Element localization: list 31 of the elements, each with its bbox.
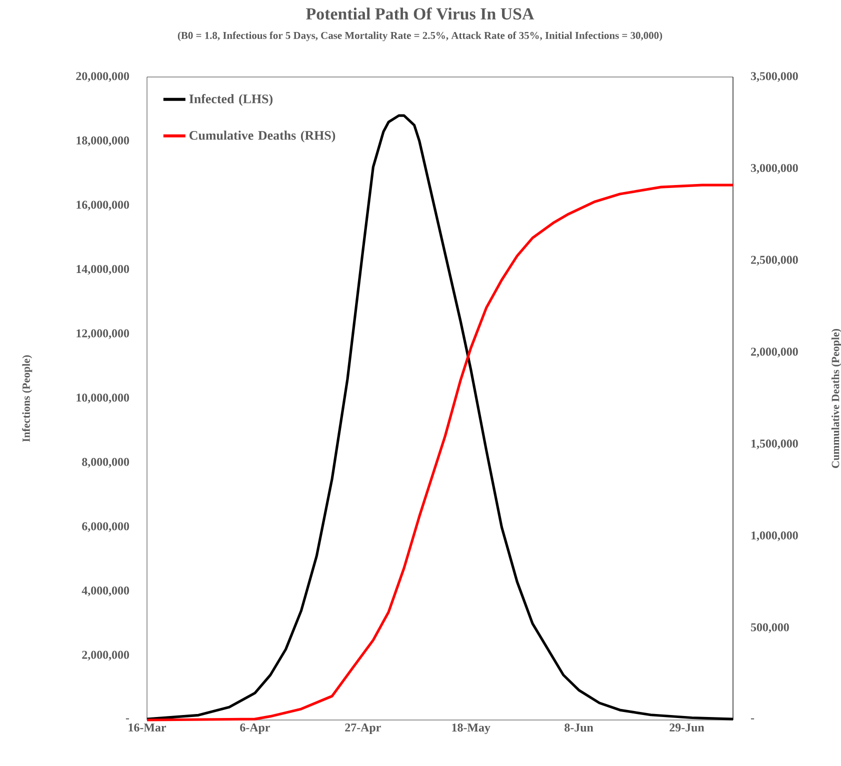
y-tick-label: 12,000,000	[76, 329, 130, 340]
y2-axis-title: Cummulative Deaths (People)	[831, 328, 841, 468]
x-tick-label: 18-May	[452, 724, 490, 734]
x-tick-label: 27-Apr	[345, 724, 381, 734]
y-tick-label: 20,000,000	[76, 72, 130, 82]
y2-tick-label: 2,000,000	[751, 348, 798, 358]
y-tick-label: 6,000,000	[82, 522, 130, 532]
y2-tick-label: -	[750, 718, 754, 720]
y2-tick-label: 2,500,000	[751, 256, 798, 266]
chart-subtitle: (B0 = 1.8, Infectious for 5 Days, Case Mortality Rate = 2.5%, Attack Rate of 35%, Initial Infections = 30,000)	[178, 32, 662, 42]
y-tick-label: 10,000,000	[76, 394, 130, 404]
y2-tick-label: 500,000	[751, 623, 789, 634]
x-tick-label: 16-Mar	[128, 724, 166, 732]
y-axis-title: Infections (People)	[22, 355, 32, 442]
legend-label: Infected (LHS)	[189, 94, 273, 106]
y-tick-label: 8,000,000	[82, 458, 130, 468]
y-tick-label: 16,000,000	[76, 200, 130, 210]
y-tick-label: 4,000,000	[82, 586, 130, 596]
legend-label: Cumulative Deaths (RHS)	[190, 130, 336, 142]
x-tick-label: 6-Apr	[240, 724, 270, 734]
y2-tick-label: 3,000,000	[750, 164, 798, 174]
x-tick-label: 29-Jun	[670, 724, 704, 732]
x-tick-label: 8-Jun	[564, 724, 594, 732]
chart-title: Potential Path Of Virus In USA	[306, 8, 534, 20]
y2-tick-label: 3,500,000	[750, 72, 798, 82]
y-tick-label: -	[126, 718, 130, 720]
y-tick-label: 18,000,000	[76, 136, 130, 146]
y-tick-label: 14,000,000	[76, 264, 130, 275]
y2-tick-label: 1,500,000	[751, 440, 798, 450]
y-tick-label: 2,000,000	[82, 650, 130, 661]
y2-tick-label: 1,000,000	[751, 531, 798, 542]
